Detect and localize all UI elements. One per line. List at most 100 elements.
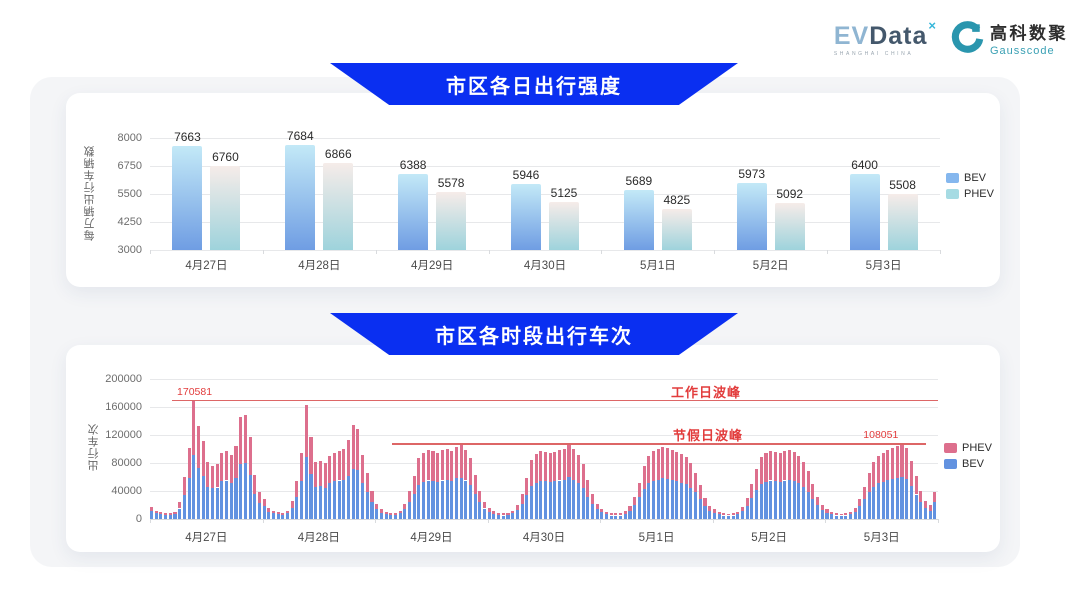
bar-bev[interactable] xyxy=(647,483,651,519)
bar-phev[interactable] xyxy=(862,486,867,500)
bar-bev[interactable] xyxy=(351,468,355,519)
bar-phev[interactable] xyxy=(150,507,154,512)
bar-bev[interactable] xyxy=(215,487,219,519)
bar-phev[interactable] xyxy=(858,499,862,507)
bar-bev[interactable] xyxy=(361,483,365,519)
bar-bev[interactable] xyxy=(576,482,580,519)
bar-phev[interactable] xyxy=(675,451,679,482)
bar-phev[interactable] xyxy=(384,512,388,515)
bar-phev[interactable] xyxy=(271,510,276,514)
bar-phev[interactable] xyxy=(440,450,444,481)
bar-bev[interactable] xyxy=(243,463,247,519)
bar-phev[interactable] xyxy=(450,451,454,482)
bar-bev[interactable] xyxy=(787,479,791,519)
bar-bev[interactable] xyxy=(544,481,548,519)
bar-phev[interactable] xyxy=(210,465,215,489)
bar-phev[interactable] xyxy=(651,451,655,482)
bar-bev[interactable] xyxy=(670,479,674,519)
bar-phev[interactable] xyxy=(736,512,740,515)
bar-phev[interactable] xyxy=(187,448,191,479)
bar-phev[interactable] xyxy=(703,498,707,506)
bar-bev[interactable] xyxy=(314,486,318,519)
bar-phev[interactable] xyxy=(501,513,505,516)
bar-bev[interactable] xyxy=(820,509,824,519)
bar-bev[interactable] xyxy=(478,502,482,519)
bar-bev[interactable] xyxy=(694,492,698,519)
bar-bev[interactable] xyxy=(501,515,505,519)
bar-bev[interactable] xyxy=(150,511,154,519)
bar-bev[interactable] xyxy=(923,507,928,519)
bar-bev[interactable] xyxy=(731,515,735,519)
bar-bev[interactable] xyxy=(567,477,571,519)
bar-bev[interactable] xyxy=(562,479,566,519)
bar-phev[interactable] xyxy=(576,454,580,483)
bar-bev[interactable] xyxy=(506,514,510,519)
bar-bev[interactable] xyxy=(839,515,843,519)
bar-bev[interactable] xyxy=(586,496,590,519)
bar-phev[interactable] xyxy=(905,448,909,480)
bar-phev[interactable] xyxy=(295,480,299,497)
bar-bev[interactable] xyxy=(834,515,838,519)
bar-phev[interactable] xyxy=(619,513,623,516)
bar-phev[interactable] xyxy=(755,468,759,491)
bar-bev[interactable] xyxy=(196,467,200,519)
bar-bev[interactable] xyxy=(426,480,430,519)
bar-phev[interactable] xyxy=(549,202,579,250)
bar-bev[interactable] xyxy=(858,506,862,519)
bar-bev[interactable] xyxy=(178,508,182,519)
bar-phev[interactable] xyxy=(581,464,585,489)
bar-bev[interactable] xyxy=(797,483,801,519)
bar-phev[interactable] xyxy=(891,447,895,480)
bar-phev[interactable] xyxy=(253,474,257,494)
bar-bev[interactable] xyxy=(844,515,848,519)
bar-bev[interactable] xyxy=(281,514,285,519)
bar-phev[interactable] xyxy=(797,456,801,484)
bar-phev[interactable] xyxy=(656,449,660,480)
bar-phev[interactable] xyxy=(811,484,815,499)
bar-phev[interactable] xyxy=(332,452,337,482)
bar-bev[interactable] xyxy=(933,502,937,519)
bar-bev[interactable] xyxy=(187,478,191,519)
bar-phev[interactable] xyxy=(225,451,229,481)
bar-bev[interactable] xyxy=(811,498,815,519)
bar-bev[interactable] xyxy=(708,510,712,519)
legend-item-bev[interactable]: BEV xyxy=(944,458,984,470)
bar-phev[interactable] xyxy=(412,475,416,494)
bar-bev[interactable] xyxy=(248,474,252,519)
bar-phev[interactable] xyxy=(886,449,890,480)
bar-bev[interactable] xyxy=(182,494,186,519)
bar-phev[interactable] xyxy=(792,451,796,482)
bar-bev[interactable] xyxy=(529,486,534,519)
bar-phev[interactable] xyxy=(694,472,698,493)
bar-bev[interactable] xyxy=(633,505,637,519)
bar-phev[interactable] xyxy=(726,514,731,516)
bar-phev[interactable] xyxy=(248,437,252,475)
bar-bev[interactable] xyxy=(384,514,388,519)
bar-phev[interactable] xyxy=(431,451,435,482)
bar-bev[interactable] xyxy=(872,486,876,519)
bar-phev[interactable] xyxy=(398,510,402,514)
bar-phev[interactable] xyxy=(712,509,716,513)
bar-bev[interactable] xyxy=(689,487,693,519)
bar-phev[interactable] xyxy=(867,472,871,493)
bar-phev[interactable] xyxy=(506,512,510,515)
bar-bev[interactable] xyxy=(164,515,168,519)
bar-bev[interactable] xyxy=(375,509,379,519)
bar-phev[interactable] xyxy=(323,163,354,250)
bar-bev[interactable] xyxy=(642,488,646,519)
bar-phev[interactable] xyxy=(558,450,562,481)
bar-phev[interactable] xyxy=(487,507,491,512)
bar-bev[interactable] xyxy=(304,457,308,519)
bar-phev[interactable] xyxy=(159,512,163,515)
bar-phev[interactable] xyxy=(708,506,712,511)
bar-phev[interactable] xyxy=(834,513,838,516)
bar-bev[interactable] xyxy=(769,480,773,519)
bar-phev[interactable] xyxy=(309,437,313,475)
bar-phev[interactable] xyxy=(774,203,805,250)
bar-bev[interactable] xyxy=(492,514,496,519)
bar-bev[interactable] xyxy=(637,497,641,519)
bar-bev[interactable] xyxy=(764,481,768,519)
bar-bev[interactable] xyxy=(919,502,923,519)
bar-bev[interactable] xyxy=(407,502,412,519)
bar-phev[interactable] xyxy=(515,505,519,510)
